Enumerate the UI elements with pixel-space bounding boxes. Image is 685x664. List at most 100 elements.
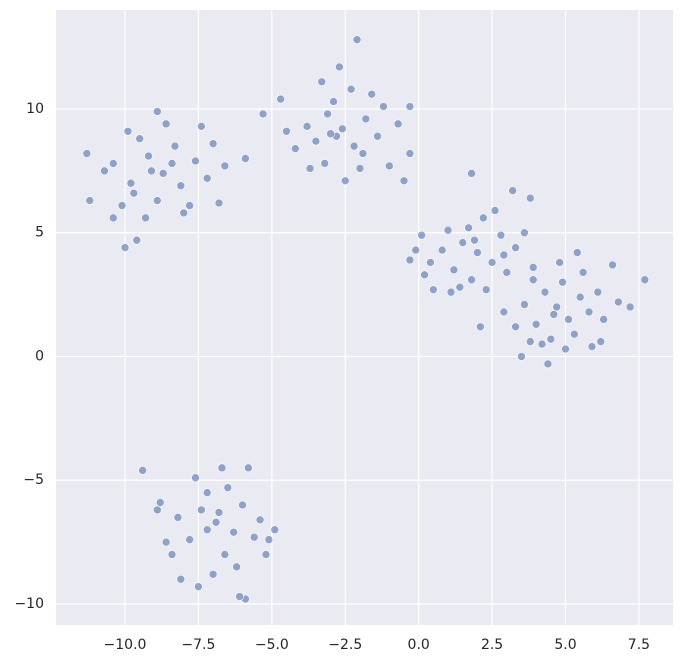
y-tick-label: −5 [23, 472, 44, 488]
point [587, 342, 597, 351]
point [499, 250, 509, 260]
point [490, 206, 500, 215]
y-tick-label: 0 [35, 348, 44, 364]
point [399, 176, 409, 186]
point [179, 208, 189, 218]
point [211, 517, 221, 527]
point [217, 463, 227, 473]
point [223, 483, 233, 492]
point [437, 245, 447, 255]
point [528, 263, 538, 272]
point [340, 176, 350, 186]
y-tick-label: 5 [35, 225, 44, 241]
point [129, 188, 139, 198]
point [161, 537, 171, 547]
point [202, 488, 212, 497]
point [208, 139, 218, 148]
point [144, 151, 153, 161]
point [346, 84, 356, 94]
point [153, 107, 162, 116]
point [570, 329, 579, 339]
point [120, 243, 130, 252]
point [525, 337, 535, 346]
point [302, 122, 312, 131]
point [385, 161, 394, 171]
point [311, 136, 321, 146]
point [411, 245, 421, 255]
point [511, 243, 520, 252]
point [575, 292, 585, 302]
point [478, 213, 488, 223]
point [476, 322, 485, 332]
x-tick-label: −7.5 [181, 637, 215, 653]
point [426, 258, 435, 267]
point [220, 161, 230, 171]
point [141, 213, 150, 223]
point [326, 129, 335, 139]
point [158, 169, 168, 178]
point [276, 94, 285, 104]
point [147, 166, 156, 176]
point [153, 505, 162, 515]
point [335, 62, 344, 72]
point [100, 166, 109, 176]
point [85, 196, 95, 205]
point [176, 181, 186, 191]
point [317, 77, 327, 87]
point [405, 102, 415, 111]
point [473, 248, 482, 257]
point [405, 149, 415, 158]
point [320, 159, 330, 168]
point [214, 198, 224, 208]
point [417, 230, 426, 240]
point [373, 131, 382, 141]
point [525, 193, 535, 203]
point [167, 550, 177, 559]
point [540, 287, 550, 297]
point [349, 141, 359, 151]
point [614, 297, 623, 307]
point [161, 119, 171, 129]
point [481, 285, 491, 294]
point [167, 159, 177, 168]
point [564, 315, 573, 324]
point [241, 154, 250, 163]
point [329, 97, 338, 106]
point [640, 275, 650, 285]
point [608, 260, 617, 270]
point [502, 268, 512, 277]
point [449, 265, 459, 275]
point [117, 201, 127, 210]
point [625, 302, 635, 312]
y-tick-label: 10 [26, 101, 44, 117]
x-tick-label: 2.5 [481, 637, 503, 653]
point [282, 126, 291, 136]
point [393, 119, 403, 129]
point [244, 463, 253, 473]
point [367, 89, 376, 99]
point [214, 508, 224, 517]
point [578, 268, 588, 277]
point [229, 527, 238, 537]
point [338, 124, 347, 134]
point [528, 275, 538, 285]
point [520, 228, 529, 238]
point [467, 169, 476, 178]
plot-area [56, 10, 673, 625]
point [232, 562, 241, 572]
point [593, 287, 603, 297]
point [291, 144, 300, 153]
point [361, 114, 371, 124]
point [185, 535, 194, 544]
x-tick-label: 0.0 [408, 637, 430, 653]
point [138, 466, 147, 475]
point [126, 178, 136, 188]
point [558, 277, 567, 287]
point [355, 164, 365, 173]
point [520, 300, 529, 309]
point [455, 282, 465, 292]
x-tick-label: 5.0 [554, 637, 576, 653]
point [202, 525, 212, 535]
point [446, 287, 456, 297]
